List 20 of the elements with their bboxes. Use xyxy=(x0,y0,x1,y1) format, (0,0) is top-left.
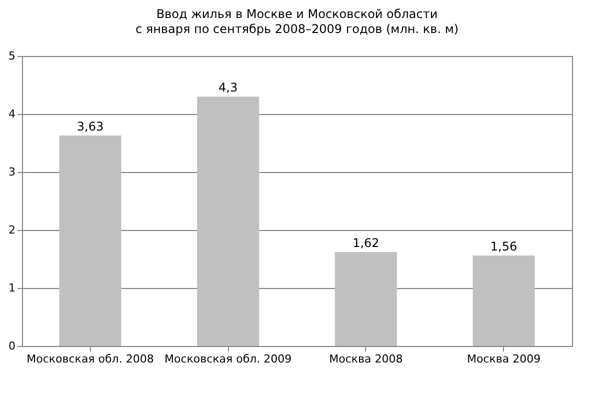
data-label: 3,63 xyxy=(76,119,104,134)
bar xyxy=(197,96,260,346)
x-tick-label: Московская обл. 2008 xyxy=(26,352,154,366)
x-tick-label: Московская обл. 2009 xyxy=(164,352,292,366)
data-label: 4,3 xyxy=(218,80,238,95)
y-tick-label: 1 xyxy=(8,282,16,294)
y-tick-label: 2 xyxy=(8,224,16,236)
chart-title: Ввод жилья в Москве и Московской области xyxy=(156,7,438,21)
y-tick-label: 0 xyxy=(8,340,16,352)
bar xyxy=(334,252,397,346)
x-tick-label: Москва 2008 xyxy=(329,352,403,366)
data-label: 1,56 xyxy=(490,240,518,254)
bar xyxy=(472,256,535,346)
x-tick-label: Москва 2009 xyxy=(466,352,541,366)
data-label: 1,62 xyxy=(352,236,380,250)
y-tick-label: 4 xyxy=(8,108,16,120)
y-tick-label: 3 xyxy=(8,166,16,178)
y-tick-label: 5 xyxy=(8,50,16,62)
chart-subtitle: с января по сентябрь 2008–2009 годов (млн. кв. м) xyxy=(135,22,459,36)
bar xyxy=(59,135,122,346)
